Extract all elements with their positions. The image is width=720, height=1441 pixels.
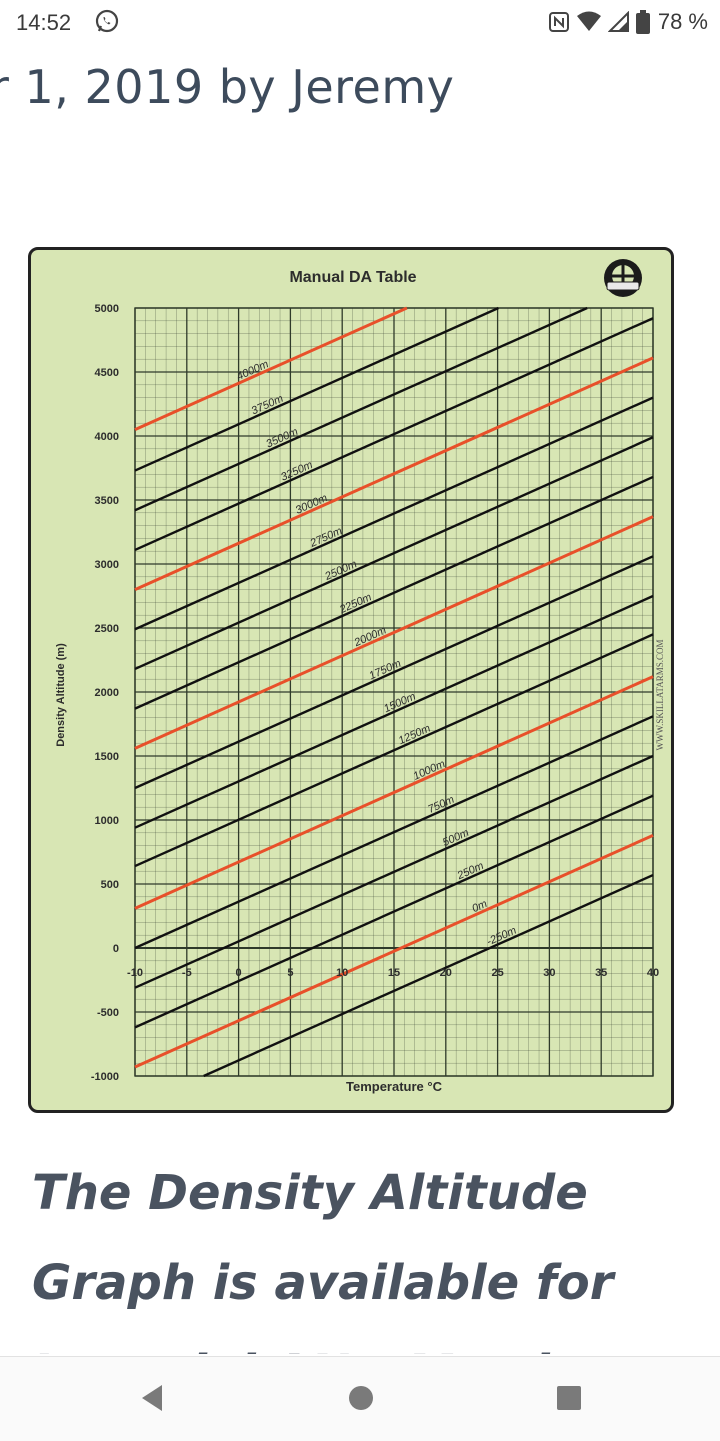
series-label: 1000m bbox=[411, 758, 447, 783]
x-tick-label: 5 bbox=[287, 967, 293, 979]
series-line bbox=[134, 515, 654, 750]
logo-icon bbox=[604, 259, 642, 297]
series-label: 2500m bbox=[322, 558, 359, 583]
back-button[interactable] bbox=[138, 1383, 166, 1413]
navigation-bar bbox=[0, 1356, 720, 1441]
series-line bbox=[134, 396, 654, 631]
series-label: 4000m bbox=[235, 358, 271, 383]
y-tick-label: -1000 bbox=[91, 1071, 119, 1083]
headline-container: The Density Altitude Graph is available … bbox=[0, 1130, 720, 1354]
series-line bbox=[134, 306, 588, 512]
tick-labels: -10 -5 0 5 10 15 20 25 30 35 405000450040003500300… bbox=[91, 303, 659, 1083]
y-tick-label: 1500 bbox=[95, 751, 119, 763]
status-time: 14:52 bbox=[16, 10, 72, 35]
x-tick-label: 15 bbox=[388, 967, 400, 979]
series-line bbox=[134, 306, 499, 472]
series-label: 750m bbox=[426, 794, 456, 816]
status-bar: 14:52 78 % bbox=[0, 0, 720, 46]
y-axis-label: Density Altitude (m) bbox=[55, 643, 67, 747]
y-tick-label: 3000 bbox=[95, 559, 119, 571]
article-headline: The Density Altitude Graph is available … bbox=[32, 1165, 614, 1354]
series-line bbox=[134, 306, 408, 431]
series-label: 2750m bbox=[308, 525, 345, 550]
series-labels: 4000m3750m3500m3250m3000m2750m2500m2250m… bbox=[235, 358, 518, 948]
status-icons: 78 % bbox=[548, 8, 708, 36]
series-line bbox=[134, 833, 654, 1069]
battery-percentage: 78 % bbox=[657, 9, 708, 34]
density-altitude-chart: 4000m3750m3500m3250m3000m2750m2500m2250m… bbox=[55, 259, 665, 1094]
series-label: 1750m bbox=[367, 657, 403, 682]
x-tick-label: 40 bbox=[647, 967, 659, 979]
series-line bbox=[134, 594, 654, 829]
series-lines bbox=[134, 306, 654, 1078]
y-tick-label: 500 bbox=[101, 879, 119, 891]
x-tick-label: 20 bbox=[440, 967, 452, 979]
x-tick-label: 30 bbox=[543, 967, 555, 979]
plot-frame bbox=[134, 307, 654, 1077]
x-tick-label: 10 bbox=[336, 967, 348, 979]
series-label: 0m bbox=[470, 898, 489, 915]
x-tick-label: -5 bbox=[182, 967, 192, 979]
nfc-icon bbox=[548, 12, 569, 32]
series-line bbox=[134, 633, 654, 868]
chart-title: Manual DA Table bbox=[289, 269, 416, 286]
x-tick-label: 0 bbox=[236, 967, 242, 979]
series-line bbox=[203, 873, 654, 1078]
series-line bbox=[134, 754, 654, 989]
y-tick-label: 4500 bbox=[95, 367, 119, 379]
recents-button[interactable] bbox=[555, 1383, 583, 1413]
series-label: -250m bbox=[485, 925, 518, 949]
home-button[interactable] bbox=[347, 1383, 375, 1413]
series-label: 3000m bbox=[294, 492, 330, 517]
series-line bbox=[134, 475, 654, 710]
series-line bbox=[134, 715, 654, 950]
series-label: 1500m bbox=[382, 691, 418, 716]
series-label: 250m bbox=[455, 860, 486, 883]
y-tick-label: 0 bbox=[113, 943, 119, 955]
series-line bbox=[134, 555, 654, 790]
whatsapp-icon bbox=[95, 9, 119, 33]
x-axis-label: Temperature °C bbox=[346, 1079, 443, 1094]
y-tick-label: 3500 bbox=[95, 495, 119, 507]
series-line bbox=[134, 675, 654, 910]
chart-image[interactable]: 4000m 3750m 3500m 3250m 3000m 2750m 2500m 2250m… bbox=[28, 247, 674, 1113]
x-tick-label: 35 bbox=[595, 967, 607, 979]
y-tick-label: 2500 bbox=[95, 623, 119, 635]
y-tick-label: 1000 bbox=[95, 815, 119, 827]
x-tick-label: 25 bbox=[491, 967, 503, 979]
series-line bbox=[134, 317, 654, 552]
y-tick-label: 5000 bbox=[95, 303, 119, 315]
series-line bbox=[134, 436, 654, 671]
x-tick-label: -10 bbox=[127, 967, 143, 979]
article-byline[interactable]: r 1, 2019 by Jeremy bbox=[0, 60, 455, 114]
series-line bbox=[134, 794, 654, 1029]
series-label: 3250m bbox=[279, 459, 315, 484]
y-tick-label: 4000 bbox=[95, 431, 119, 443]
battery-icon bbox=[635, 10, 650, 34]
signal-icon bbox=[607, 11, 629, 32]
wifi-icon bbox=[576, 11, 601, 31]
y-tick-label: -500 bbox=[97, 1007, 119, 1019]
y-tick-label: 2000 bbox=[95, 687, 119, 699]
series-line bbox=[134, 356, 654, 591]
watermark: WWW.SKILLATARMS.COM bbox=[655, 640, 665, 751]
